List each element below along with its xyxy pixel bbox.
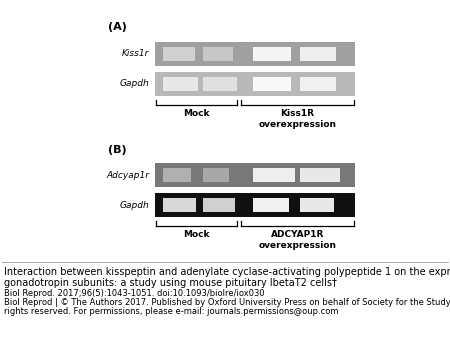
Text: (A): (A)	[108, 22, 127, 32]
Text: ADCYAP1R
overexpression: ADCYAP1R overexpression	[258, 230, 337, 250]
Bar	[155, 193, 355, 217]
Bar	[163, 47, 195, 61]
Bar	[155, 163, 355, 187]
Text: gonadotropin subunits: a study using mouse pituitary lbetaT2 cells†: gonadotropin subunits: a study using mou…	[4, 278, 337, 288]
Text: Biol Reprod | © The Authors 2017. Published by Oxford University Press on behalf: Biol Reprod | © The Authors 2017. Publis…	[4, 298, 450, 307]
Text: (B): (B)	[108, 145, 126, 155]
Text: Gapdh: Gapdh	[119, 200, 149, 210]
Bar	[163, 168, 191, 182]
Bar	[253, 47, 291, 61]
Bar	[253, 198, 289, 212]
Text: Interaction between kisspeptin and adenylate cyclase-activating polypeptide 1 on: Interaction between kisspeptin and adeny…	[4, 267, 450, 277]
Text: rights reserved. For permissions, please e-mail: journals.permissions@oup.com: rights reserved. For permissions, please…	[4, 307, 338, 316]
Text: Gapdh: Gapdh	[119, 79, 149, 89]
Bar	[300, 77, 336, 91]
Text: Adcyap1r: Adcyap1r	[106, 170, 149, 179]
Bar	[253, 168, 295, 182]
Bar	[300, 198, 334, 212]
Bar	[203, 168, 229, 182]
Text: Kiss1r: Kiss1r	[122, 49, 149, 58]
Bar	[203, 47, 233, 61]
Bar	[163, 77, 198, 91]
Text: Kiss1R
overexpression: Kiss1R overexpression	[258, 109, 337, 129]
Bar	[155, 42, 355, 66]
Bar	[300, 47, 336, 61]
Bar	[203, 198, 235, 212]
Text: Mock: Mock	[183, 109, 210, 118]
Bar	[155, 72, 355, 96]
Text: Mock: Mock	[183, 230, 210, 239]
Bar	[203, 77, 237, 91]
Bar	[300, 168, 340, 182]
Bar	[253, 77, 291, 91]
Text: Biol Reprod. 2017;96(5):1043-1051. doi:10.1093/biolre/iox030: Biol Reprod. 2017;96(5):1043-1051. doi:1…	[4, 289, 265, 298]
Bar	[163, 198, 196, 212]
